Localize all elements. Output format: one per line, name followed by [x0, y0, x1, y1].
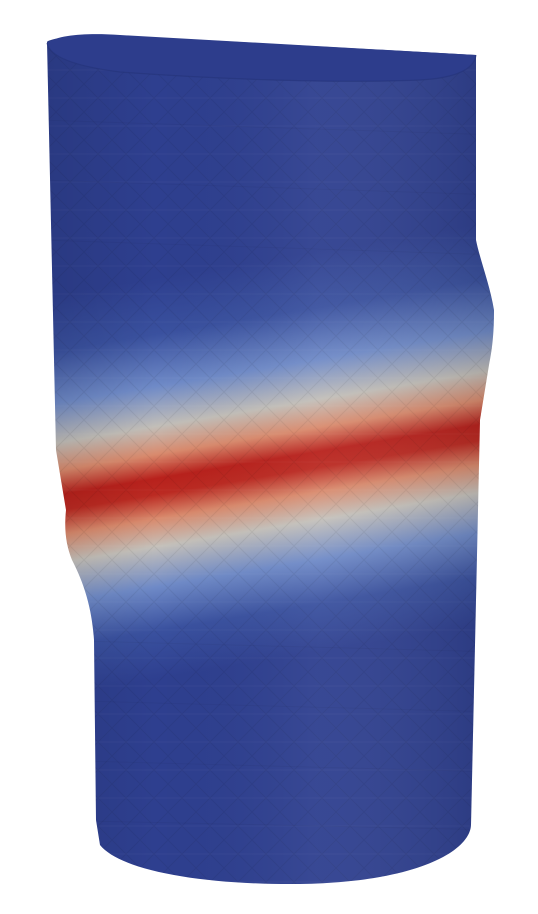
cylinder-top-cap: [47, 34, 476, 82]
